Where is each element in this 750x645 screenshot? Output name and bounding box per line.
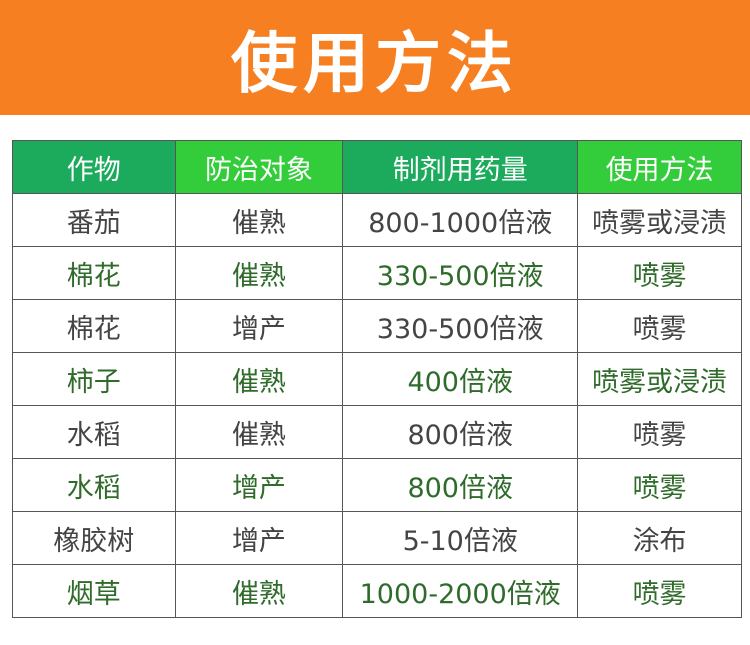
header-dosage: 制剂用药量 [342, 140, 579, 194]
cell-method: 喷雾 [577, 458, 742, 512]
table-row: 番茄 催熟 800-1000倍液 喷雾或浸渍 [12, 193, 742, 247]
cell-method: 喷雾 [577, 299, 742, 353]
cell-target: 催熟 [174, 564, 344, 618]
cell-crop: 水稻 [12, 458, 176, 512]
cell-target: 催熟 [174, 405, 344, 459]
cell-dosage: 330-500倍液 [342, 246, 579, 300]
cell-method: 喷雾 [577, 246, 742, 300]
cell-dosage: 1000-2000倍液 [342, 564, 579, 618]
table-row: 橡胶树 增产 5-10倍液 涂布 [12, 511, 742, 565]
cell-target: 增产 [174, 458, 344, 512]
table-row: 水稻 催熟 800倍液 喷雾 [12, 405, 742, 459]
title-banner: 使用方法 [0, 0, 750, 115]
header-target: 防治对象 [174, 140, 344, 194]
table-row: 柿子 催熟 400倍液 喷雾或浸渍 [12, 352, 742, 406]
header-crop: 作物 [12, 140, 176, 194]
cell-target: 增产 [174, 511, 344, 565]
cell-dosage: 330-500倍液 [342, 299, 579, 353]
cell-crop: 烟草 [12, 564, 176, 618]
header-method: 使用方法 [577, 140, 742, 194]
cell-dosage: 5-10倍液 [342, 511, 579, 565]
cell-crop: 棉花 [12, 299, 176, 353]
usage-table: 作物 防治对象 制剂用药量 使用方法 番茄 催熟 800-1000倍液 喷雾或浸渍 棉花… [12, 140, 742, 618]
table-row: 水稻 增产 800倍液 喷雾 [12, 458, 742, 512]
cell-dosage: 800倍液 [342, 458, 579, 512]
table-row: 棉花 催熟 330-500倍液 喷雾 [12, 246, 742, 300]
cell-method: 喷雾或浸渍 [577, 193, 742, 247]
cell-target: 催熟 [174, 246, 344, 300]
cell-crop: 柿子 [12, 352, 176, 406]
table-row: 烟草 催熟 1000-2000倍液 喷雾 [12, 564, 742, 618]
cell-crop: 番茄 [12, 193, 176, 247]
cell-method: 喷雾或浸渍 [577, 352, 742, 406]
cell-target: 催熟 [174, 193, 344, 247]
cell-target: 催熟 [174, 352, 344, 406]
cell-crop: 橡胶树 [12, 511, 176, 565]
cell-method: 涂布 [577, 511, 742, 565]
cell-dosage: 800倍液 [342, 405, 579, 459]
cell-method: 喷雾 [577, 564, 742, 618]
header-row: 作物 防治对象 制剂用药量 使用方法 [12, 140, 742, 194]
page-title: 使用方法 [231, 24, 519, 102]
cell-method: 喷雾 [577, 405, 742, 459]
cell-crop: 水稻 [12, 405, 176, 459]
cell-dosage: 800-1000倍液 [342, 193, 579, 247]
cell-crop: 棉花 [12, 246, 176, 300]
cell-target: 增产 [174, 299, 344, 353]
cell-dosage: 400倍液 [342, 352, 579, 406]
table-row: 棉花 增产 330-500倍液 喷雾 [12, 299, 742, 353]
